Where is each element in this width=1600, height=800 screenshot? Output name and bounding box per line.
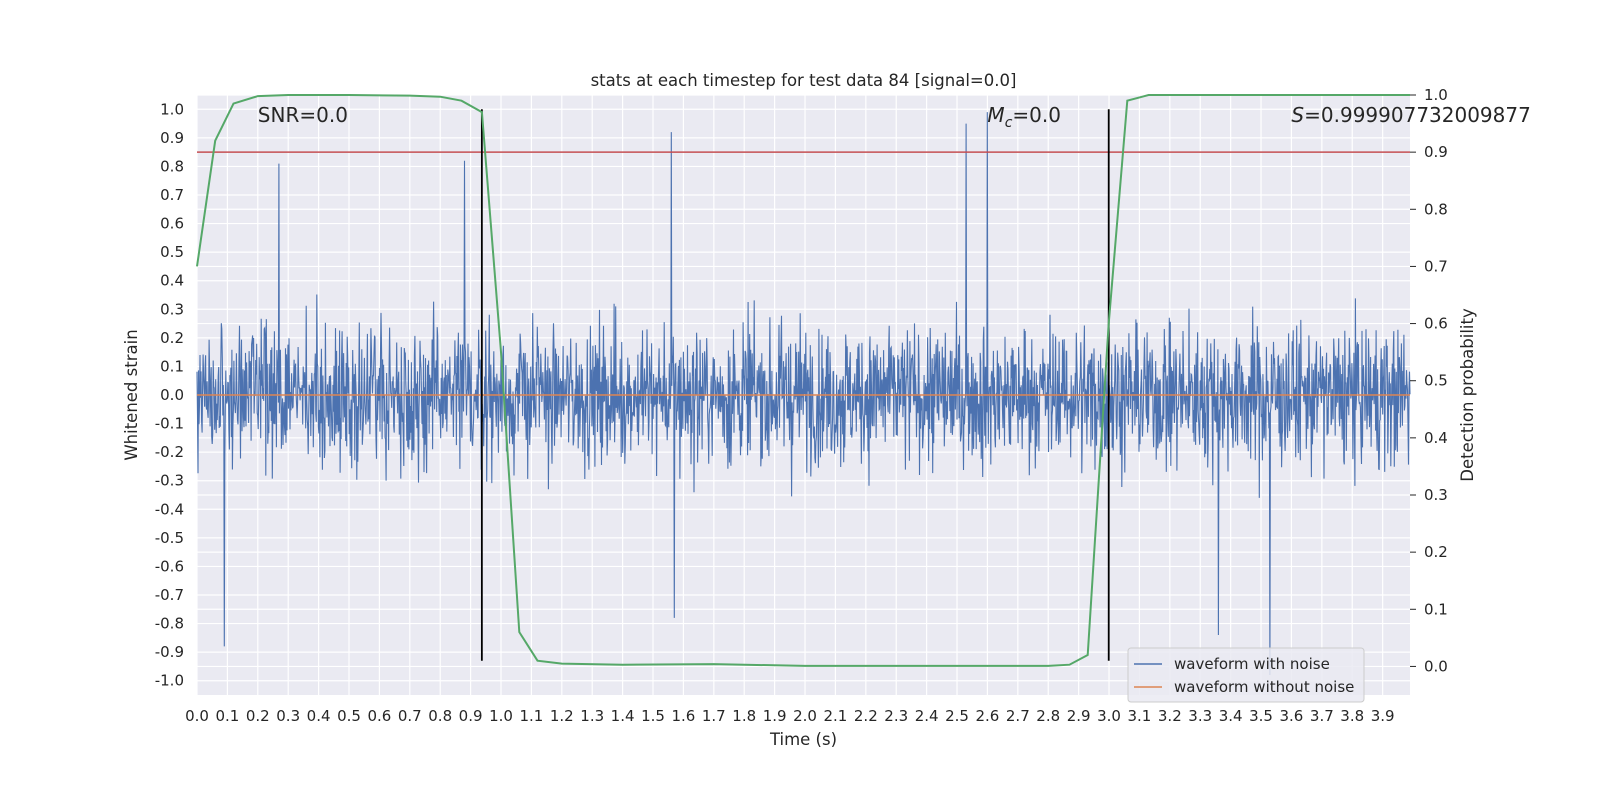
y-tick-label: 0.7 xyxy=(160,186,184,204)
noise-waveform-line xyxy=(196,112,1411,676)
x-tick-label: 1.8 xyxy=(732,707,756,725)
x-tick-label: 0.1 xyxy=(215,707,239,725)
x-tick-label: 2.7 xyxy=(1006,707,1030,725)
x-tick-label: 2.2 xyxy=(854,707,878,725)
mc-symbol: M xyxy=(987,103,1004,127)
legend-label-clean: waveform without noise xyxy=(1174,678,1354,696)
legend: waveform with noise waveform without noi… xyxy=(1127,647,1365,703)
x-tick-label: 3.3 xyxy=(1188,707,1212,725)
y2-tick-label: 0.0 xyxy=(1424,657,1448,675)
x-tick-label: 1.4 xyxy=(611,707,635,725)
x-tick-label: 2.4 xyxy=(915,707,939,725)
snr-annotation: SNR=0.0 xyxy=(258,103,348,127)
y2-tick-label: 0.6 xyxy=(1424,315,1448,333)
x-tick-label: 0.4 xyxy=(307,707,331,725)
y2-tick-label: 1.0 xyxy=(1424,86,1448,104)
x-tick-label: 1.6 xyxy=(671,707,695,725)
x-tick-label: 1.3 xyxy=(580,707,604,725)
y2-tick-label: 0.8 xyxy=(1424,200,1448,218)
detection-probability-line xyxy=(196,94,1410,667)
s-value: =0.999907732009877 xyxy=(1304,103,1531,127)
x-tick-label: 0.2 xyxy=(246,707,270,725)
y-tick-label: -1.0 xyxy=(155,672,184,690)
y-tick-label: -0.7 xyxy=(155,586,184,604)
x-axis-label: Time (s) xyxy=(769,730,837,749)
legend-label-noise: waveform with noise xyxy=(1174,655,1330,673)
y2-tick-label: 0.7 xyxy=(1424,257,1448,275)
y-tick-label: -0.1 xyxy=(155,415,184,433)
y-tick-label: 0.1 xyxy=(160,357,184,375)
x-tick-label: 3.2 xyxy=(1158,707,1182,725)
y-tick-label: -0.4 xyxy=(155,500,184,518)
x-tick-label: 1.1 xyxy=(519,707,543,725)
y2-axis-ticks: 1.0 0.9 0.8 0.7 0.6 0.5 0.4 0.3 0.2 0.1 0.0 xyxy=(1410,86,1448,675)
vertical-lines xyxy=(480,109,1110,661)
y2-tick-label: 0.1 xyxy=(1424,600,1448,618)
x-tick-label: 2.0 xyxy=(793,707,817,725)
x-tick-label: 3.6 xyxy=(1280,707,1304,725)
y2-tick-label: 0.3 xyxy=(1424,486,1448,504)
x-tick-label: 3.4 xyxy=(1219,707,1243,725)
y2-tick-label: 0.5 xyxy=(1424,372,1448,390)
x-tick-label: 0.3 xyxy=(276,707,300,725)
y-tick-label: -0.5 xyxy=(155,529,184,547)
x-tick-label: 3.0 xyxy=(1097,707,1121,725)
x-tick-label: 2.1 xyxy=(823,707,847,725)
x-axis-ticks: 0.0 0.1 0.2 0.3 0.4 0.5 0.6 0.7 0.8 0.9 1.0 1.1 1.2 1… xyxy=(185,707,1394,725)
x-tick-label: 3.5 xyxy=(1249,707,1273,725)
x-tick-label: 1.9 xyxy=(763,707,787,725)
y-tick-label: 0.0 xyxy=(160,386,184,404)
x-tick-label: 1.5 xyxy=(641,707,665,725)
y-axis-ticks: 1.0 0.9 0.8 0.7 0.6 0.5 0.4 0.3 0.2 0.1 0.0 -0.1 -0.… xyxy=(155,100,184,689)
x-tick-label: 0.8 xyxy=(428,707,452,725)
y-tick-label: -0.6 xyxy=(155,557,184,575)
x-tick-label: 2.6 xyxy=(975,707,999,725)
y2-tick-label: 0.9 xyxy=(1424,143,1448,161)
y-tick-label: 0.8 xyxy=(160,157,184,175)
series-detection-probability xyxy=(196,94,1410,667)
chirp-mass-annotation: Mc=0.0 xyxy=(987,103,1061,131)
x-tick-label: 3.8 xyxy=(1340,707,1364,725)
x-tick-label: 2.5 xyxy=(945,707,969,725)
y-tick-label: -0.8 xyxy=(155,615,184,633)
x-tick-label: 0.9 xyxy=(459,707,483,725)
score-annotation: S=0.999907732009877 xyxy=(1291,103,1530,127)
s-symbol: S xyxy=(1291,103,1304,127)
x-tick-label: 3.7 xyxy=(1310,707,1334,725)
x-tick-label: 1.0 xyxy=(489,707,513,725)
y-tick-label: 0.9 xyxy=(160,129,184,147)
x-tick-label: 0.5 xyxy=(337,707,361,725)
x-tick-label: 1.2 xyxy=(550,707,574,725)
y-tick-label: 0.5 xyxy=(160,243,184,261)
x-tick-label: 3.9 xyxy=(1371,707,1395,725)
y-tick-label: 0.2 xyxy=(160,329,184,347)
y2-tick-label: 0.4 xyxy=(1424,429,1448,447)
x-tick-label: 2.8 xyxy=(1036,707,1060,725)
mc-value: =0.0 xyxy=(1012,103,1061,127)
x-tick-label: 3.1 xyxy=(1128,707,1152,725)
series-waveform-with-noise xyxy=(196,112,1411,676)
x-tick-label: 0.6 xyxy=(367,707,391,725)
x-tick-label: 2.3 xyxy=(884,707,908,725)
y-tick-label: -0.3 xyxy=(155,472,184,490)
chart-title: stats at each timestep for test data 84 … xyxy=(591,71,1017,90)
y2-axis-label: Detection probability xyxy=(1458,308,1477,482)
y-tick-label: 0.4 xyxy=(160,272,184,290)
legend-box xyxy=(1127,647,1365,703)
y-tick-label: 1.0 xyxy=(160,100,184,118)
x-tick-label: 0.7 xyxy=(398,707,422,725)
x-tick-label: 0.0 xyxy=(185,707,209,725)
y-tick-label: -0.9 xyxy=(155,643,184,661)
y-tick-label: -0.2 xyxy=(155,443,184,461)
y-tick-label: 0.6 xyxy=(160,215,184,233)
mc-subscript: c xyxy=(1005,115,1013,131)
y2-tick-label: 0.2 xyxy=(1424,543,1448,561)
y-axis-label: Whitened strain xyxy=(122,329,141,460)
x-tick-label: 2.9 xyxy=(1067,707,1091,725)
y-tick-label: 0.3 xyxy=(160,300,184,318)
x-tick-label: 1.7 xyxy=(702,707,726,725)
